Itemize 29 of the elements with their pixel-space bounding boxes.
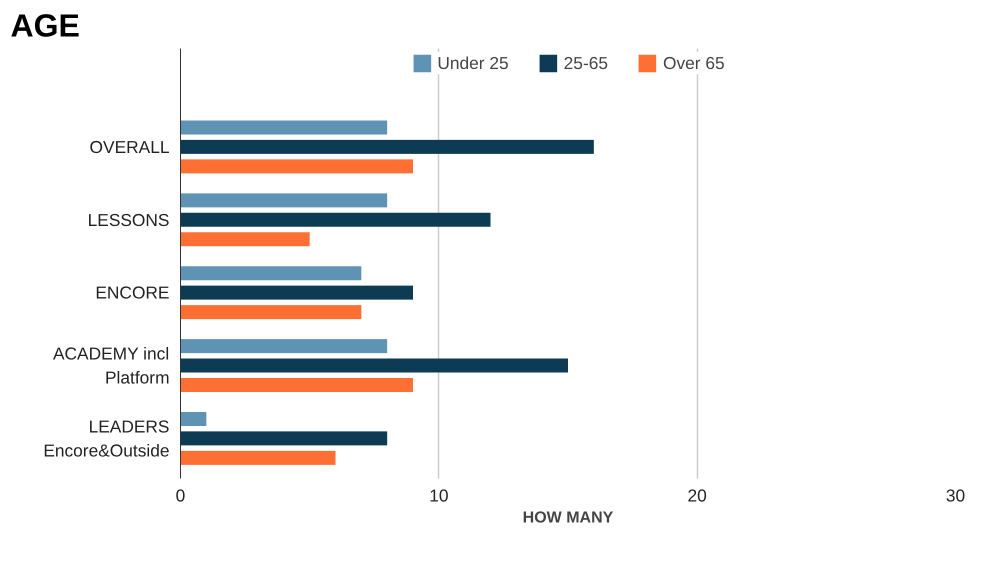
bar <box>180 431 388 446</box>
bar <box>180 193 388 208</box>
y-tick-label: ACADEMY incl Platform <box>52 344 170 388</box>
x-tick-label: 0 <box>176 486 186 506</box>
bar <box>180 339 388 354</box>
x-axis-title: HOW MANY <box>522 510 614 526</box>
bar <box>180 378 413 392</box>
y-tick-label: ENCORE <box>95 282 170 303</box>
chart-title: AGE <box>10 8 80 44</box>
bar <box>180 305 362 320</box>
bar <box>180 232 310 246</box>
bar <box>180 450 336 465</box>
bar <box>180 412 206 426</box>
x-tick-label: 30 <box>946 486 966 506</box>
bar <box>180 266 362 280</box>
y-tick-label: LEADERS Encore&Outside <box>43 416 170 460</box>
bar <box>180 120 388 134</box>
bar <box>180 358 568 373</box>
bar <box>180 286 413 300</box>
bar <box>180 140 594 154</box>
bar <box>180 212 490 227</box>
x-tick-label: 10 <box>429 486 448 506</box>
legend-label: Under 25 <box>437 52 509 74</box>
x-tick-label: 20 <box>688 486 707 506</box>
y-tick-label: OVERALL <box>90 136 170 157</box>
legend-label: Over 65 <box>662 52 725 74</box>
bar <box>180 159 413 174</box>
legend-label: 25-65 <box>564 52 608 74</box>
y-tick-label: LESSONS <box>88 210 170 230</box>
